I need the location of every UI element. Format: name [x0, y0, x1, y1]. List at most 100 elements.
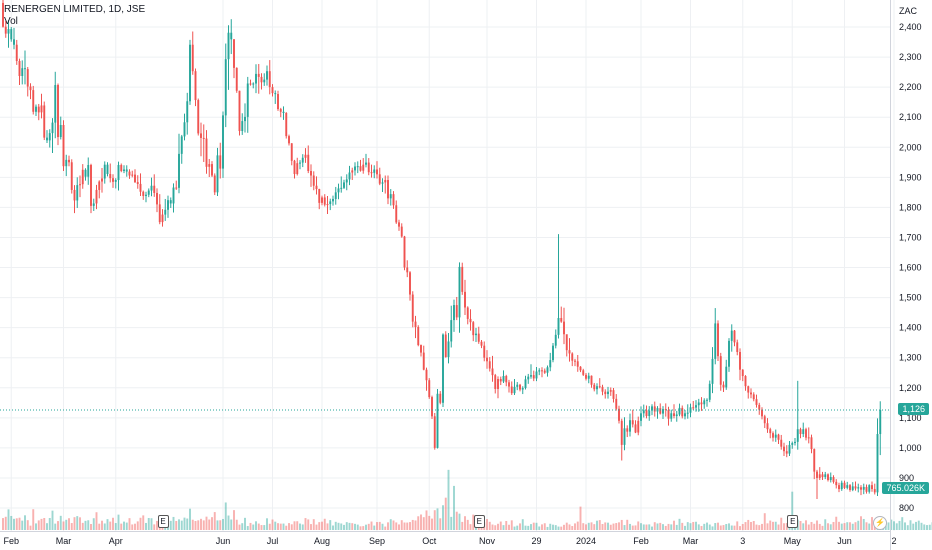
candle-body	[178, 153, 180, 188]
lightning-icon[interactable]: ⚡	[873, 516, 887, 530]
candle-body	[241, 121, 244, 132]
candle-body	[524, 379, 527, 389]
earnings-marker[interactable]: E	[787, 515, 799, 528]
volume-bar	[642, 524, 645, 530]
candle-body	[516, 384, 519, 387]
volume-bar	[134, 523, 136, 530]
candle-body	[662, 409, 664, 414]
candle-body	[59, 125, 62, 138]
candle-body	[799, 429, 802, 435]
candle-body	[805, 429, 807, 438]
candle-body	[10, 29, 13, 40]
volume-bar	[384, 526, 387, 530]
volume-bar	[403, 522, 406, 530]
volume-bar	[728, 523, 730, 530]
candle-body	[615, 398, 618, 409]
volume-label[interactable]: Vol	[4, 16, 18, 27]
volume-bar	[843, 523, 846, 530]
volume-bar	[310, 524, 312, 530]
candle-body	[365, 162, 367, 165]
volume-bar	[747, 519, 750, 530]
last-price-badge: 1,126	[898, 403, 929, 415]
candle-body	[648, 410, 651, 417]
volume-bar	[574, 523, 576, 530]
candle-body	[252, 83, 255, 85]
volume-bar	[7, 509, 10, 530]
candle-body	[681, 407, 684, 417]
volume-bar	[755, 524, 758, 530]
volume-bar	[274, 521, 277, 530]
candle-body	[585, 374, 587, 379]
candle-body	[579, 366, 582, 371]
volume-bar	[398, 524, 400, 530]
volume-bar	[469, 524, 472, 530]
candle-body	[832, 477, 835, 482]
volume-bar	[381, 523, 384, 530]
candle-body	[486, 357, 488, 362]
volume-bar	[230, 519, 233, 530]
volume-bar	[337, 522, 340, 530]
volume-bar	[4, 516, 7, 530]
candle-body	[483, 345, 486, 358]
candle-body	[711, 358, 714, 384]
time-tick-label: Apr	[109, 536, 123, 546]
volume-bar	[857, 520, 860, 530]
volume-bar	[904, 522, 906, 530]
candle-body	[763, 416, 766, 424]
candle-body	[777, 434, 780, 440]
candle-body	[780, 439, 783, 447]
volume-bar	[783, 523, 785, 530]
volume-bar	[780, 517, 783, 530]
price-tick-label: 1,200	[899, 383, 922, 393]
candle-body	[865, 486, 868, 492]
time-axis[interactable]: Feb Mar Apr Jun Jul Aug Sep Oct Nov 29 2024 Feb Mar 3…	[3, 536, 932, 546]
candle-body	[288, 136, 290, 144]
symbol-title[interactable]: RENERGEN LIMITED, 1D, JSE	[4, 4, 146, 15]
candle-body	[565, 334, 568, 351]
candle-body	[26, 69, 29, 87]
price-axis[interactable]: 2,400 2,300 2,200 2,100 2,000 1,900 1,800 1,700…	[899, 22, 922, 513]
candle-body	[76, 185, 79, 201]
volume-bar	[810, 521, 813, 530]
volume-bar	[329, 520, 332, 530]
volume-bar	[131, 524, 134, 530]
price-tick-label: 900	[899, 473, 914, 483]
volume-bar	[304, 518, 307, 530]
volume-bar	[607, 522, 609, 530]
candle-body	[868, 485, 871, 492]
candle-body	[772, 433, 774, 438]
volume-bar	[733, 525, 736, 530]
volume-bar	[268, 523, 271, 530]
candle-body	[299, 162, 301, 164]
volume-bar	[156, 520, 158, 530]
volume-bar	[651, 526, 653, 530]
earnings-marker[interactable]: E	[473, 515, 485, 528]
volume-bar	[697, 524, 700, 530]
candle-body	[7, 29, 10, 34]
volume-bar	[24, 515, 26, 530]
volume-bar	[695, 521, 697, 530]
earnings-marker[interactable]: E	[157, 515, 169, 528]
volume-bar	[216, 520, 219, 530]
time-tick-label: May	[784, 536, 802, 546]
volume-bar	[321, 521, 323, 530]
candle-body	[125, 169, 128, 172]
candle-body	[222, 115, 224, 169]
volume-bar	[95, 512, 98, 530]
volume-bar	[453, 485, 455, 530]
candle-body	[450, 320, 453, 342]
candle-body	[807, 437, 810, 439]
candle-body	[730, 330, 733, 341]
candle-body	[387, 180, 389, 199]
candle-body	[46, 137, 48, 141]
candle-body	[153, 185, 156, 193]
volume-bar	[150, 518, 153, 530]
volume-bar	[593, 524, 596, 530]
price-tick-label: 2,200	[899, 82, 922, 92]
volume-bar	[513, 526, 516, 530]
candle-body	[87, 164, 90, 177]
candle-body	[123, 169, 125, 171]
candle-body	[70, 162, 73, 190]
candle-body	[381, 182, 384, 184]
